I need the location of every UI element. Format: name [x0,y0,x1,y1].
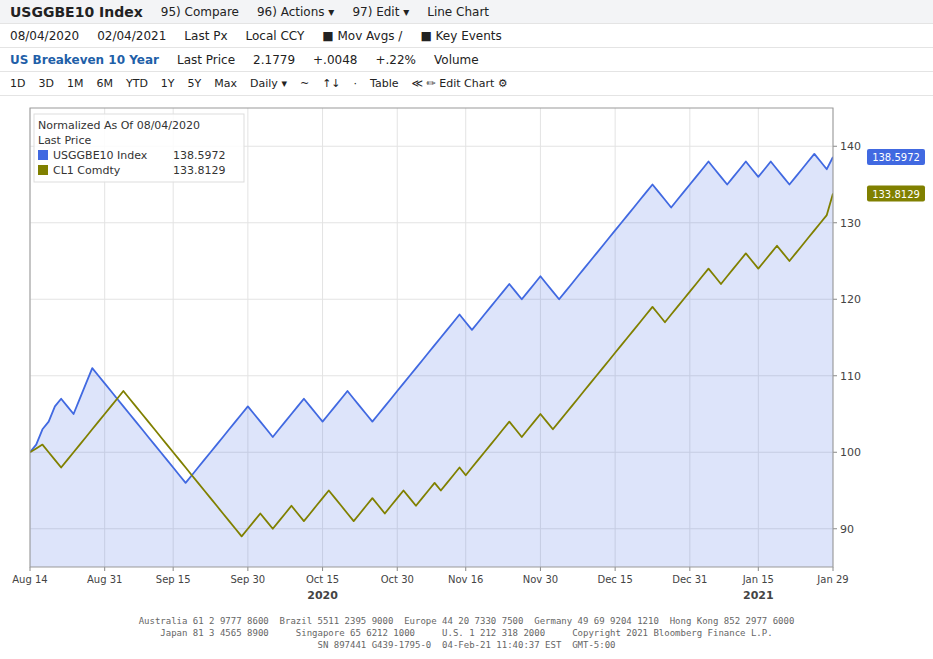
annotation: 1M [67,77,84,90]
y-tick [833,528,837,529]
x-tick-label: Oct 15 [306,574,339,585]
x-tick-label: Sep 15 [156,574,191,585]
x-tick [615,567,616,571]
x-tick-label: Aug 31 [87,574,122,585]
year-label: 2020 [307,589,338,602]
y-tick-label: 110 [840,370,861,383]
header-row: 1D 3D 1M 6M YTD 1Y 5Y Max Daily ▾ ~ ↑↓ · Table ≪ ✏ Ed… [0,72,933,96]
legend-swatch [38,150,48,160]
annotation: Local CCY [246,29,305,43]
annotation: 1D [10,77,25,90]
legend-value: 133.8129 [173,164,226,177]
header-row: 08/04/2020 02/04/2021 Last Px Local CCY ■ Mo… [0,24,933,48]
header-row: US Breakeven 10 Year Last Price 2.1779 +.00… [0,48,933,72]
value-tag [867,186,925,202]
x-tick [833,567,834,571]
x-tick [30,567,31,571]
x-tick [247,567,248,571]
plot-frame [30,108,833,567]
x-tick [397,567,398,571]
x-tick [322,567,323,571]
legend-header: Normalized As Of 08/04/2020 [38,119,200,132]
value-tag-label: 133.8129 [872,189,920,200]
x-tick [173,567,174,571]
y-tick-label: 140 [840,140,861,153]
title: USGGBE10 Index [10,4,143,20]
annotation: 95) Compare [161,5,239,19]
x-tick-label: Dec 15 [597,574,632,585]
y-tick-label: 130 [840,217,861,230]
annotation: Daily ▾ [250,77,287,90]
annotation: · [354,77,358,90]
subtitle: US Breakeven 10 Year [10,53,159,67]
line [30,194,833,537]
value-tag [867,149,925,165]
annotation: Last Price [177,53,235,67]
annotation: Last Px [184,29,227,43]
annotation: +.0048 [313,53,357,67]
y-tick [833,452,837,453]
x-tick-label: Jan 15 [742,574,774,585]
x-tick-label: Sep 30 [230,574,265,585]
x-tick [540,567,541,571]
x-tick [104,567,105,571]
annotation: +.22% [375,53,416,67]
annotation: Line Chart [427,5,489,19]
x-tick-label: Aug 14 [12,574,47,585]
x-tick [465,567,466,571]
annotation: 5Y [188,77,202,90]
line [30,154,833,483]
legend-box [34,114,244,182]
marks [30,154,833,567]
y-tick [833,375,837,376]
legend-label: CL1 Comdty [53,164,121,177]
annotation: 3D [38,77,53,90]
legend-header: Last Price [38,134,91,147]
legend: Normalized As Of 08/04/2020 Last Price USG… [34,114,244,182]
header-row: USGGBE10 Index 95) Compare 96) Actions ▾ 97… [0,0,933,24]
y-tick-label: 100 [840,446,861,459]
legend-label: USGGBE10 Index [53,149,148,162]
y-tick [833,146,837,147]
legend-value: 138.5972 [173,149,226,162]
legend-swatch [38,165,48,175]
y-tick [833,222,837,223]
x-tick-label: Dec 31 [672,574,707,585]
value-tag-label: 138.5972 [872,152,920,163]
annotation: ↑↓ [322,77,340,90]
x-tick [689,567,690,571]
annotation: YTD [126,77,148,90]
annotation: ~ [300,77,309,90]
annotation: 02/04/2021 [97,29,166,43]
footer: Australia 61 2 9777 8600 Brazil 5511 239… [0,611,933,651]
annotation: 96) Actions ▾ [257,5,334,19]
y-tick-label: 90 [840,523,854,536]
annotation: 2.1779 [253,53,295,67]
x-tick-label: Oct 30 [381,574,414,585]
annotation: 08/04/2020 [10,29,79,43]
annotation: Max [214,77,237,90]
x-tick-label: Nov 16 [448,574,483,585]
annotation: ■ Mov Avgs / [322,29,402,43]
x-tick-label: Nov 30 [523,574,558,585]
plot-background [30,108,833,567]
annotation: ≪ ✏ Edit Chart ⚙ [412,77,508,90]
chart: 90 100 110 120 130 140 Aug 14 Aug 31 Sep 15 Sep 3… [0,96,933,611]
annotation: Table [370,77,398,90]
annotation: ■ Key Events [420,29,501,43]
annotation: Volume [434,53,479,67]
annotation: 1Y [161,77,175,90]
y-tick [833,299,837,300]
x-tick-label: Jan 29 [816,574,848,585]
grid [30,108,833,567]
annotation: 6M [96,77,113,90]
year-label: 2021 [743,589,774,602]
y-tick-label: 120 [840,293,861,306]
area [30,154,833,567]
annotation: 97) Edit ▾ [352,5,409,19]
x-tick [758,567,759,571]
